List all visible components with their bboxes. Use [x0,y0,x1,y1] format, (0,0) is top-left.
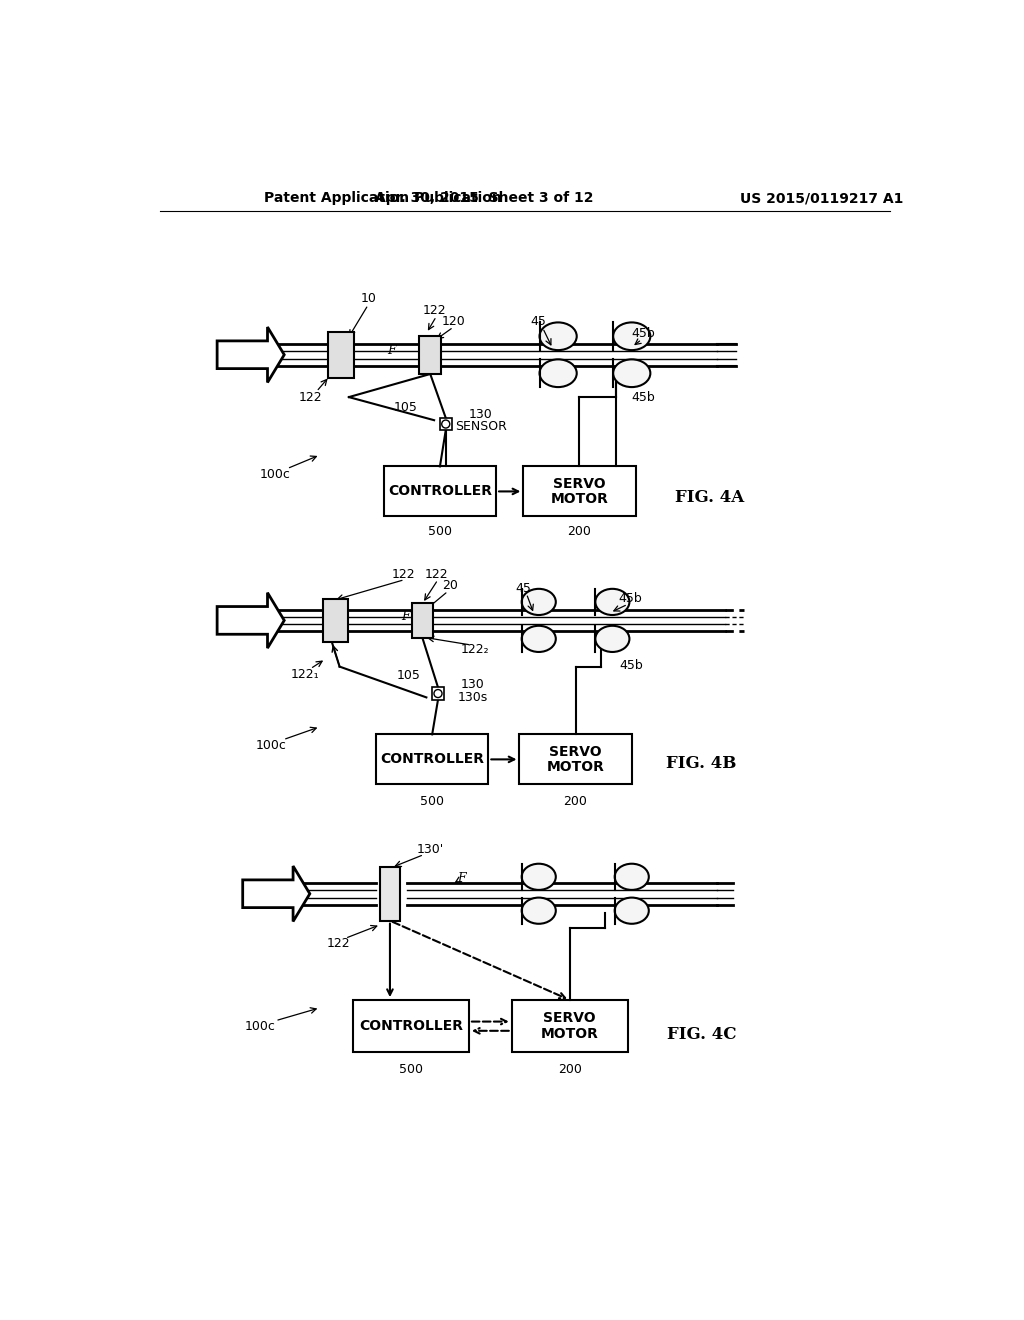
Text: 130: 130 [461,677,484,690]
Ellipse shape [614,898,649,924]
Text: FIG. 4B: FIG. 4B [667,755,736,772]
Text: 500: 500 [399,1063,423,1076]
Text: 45b: 45b [632,391,655,404]
Bar [512,1001,628,1052]
Text: 45: 45 [530,315,547,329]
Circle shape [434,689,442,697]
Text: 10: 10 [360,292,376,305]
Text: FIG. 4C: FIG. 4C [667,1026,736,1043]
Bar [413,603,432,638]
Bar [376,734,488,784]
Text: 130s: 130s [458,690,488,704]
Polygon shape [217,327,285,383]
Text: US 2015/0119217 A1: US 2015/0119217 A1 [740,191,903,206]
Polygon shape [217,593,285,648]
Text: CONTROLLER: CONTROLLER [358,1019,463,1034]
Polygon shape [243,866,310,921]
Ellipse shape [521,898,556,924]
Text: 100c: 100c [256,739,287,751]
Text: 500: 500 [428,525,452,539]
Bar [420,335,441,374]
Ellipse shape [521,626,556,652]
Text: 20: 20 [441,579,458,593]
Text: 45b: 45b [620,659,644,672]
Ellipse shape [540,359,577,387]
Text: MOTOR: MOTOR [547,760,604,774]
Text: 122₁: 122₁ [291,668,319,681]
Text: F: F [401,610,410,623]
Text: SENSOR: SENSOR [455,420,507,433]
Text: 122: 122 [298,391,322,404]
Circle shape [441,420,450,428]
Text: 105: 105 [396,669,421,682]
Bar [352,1001,469,1052]
Ellipse shape [521,863,556,890]
Text: SERVO: SERVO [553,477,606,491]
Text: 122: 122 [422,305,445,317]
Ellipse shape [521,589,556,615]
Ellipse shape [613,359,650,387]
Text: SERVO: SERVO [549,744,602,759]
Text: Apr. 30, 2015  Sheet 3 of 12: Apr. 30, 2015 Sheet 3 of 12 [375,191,594,206]
Bar [324,599,348,642]
Ellipse shape [614,863,649,890]
Ellipse shape [613,322,650,350]
Text: 130: 130 [469,408,493,421]
Text: MOTOR: MOTOR [541,1027,599,1041]
Bar [328,331,354,378]
Text: F: F [457,871,466,884]
Bar [519,734,632,784]
Text: 120: 120 [441,315,465,329]
Text: F: F [387,345,396,358]
Bar [384,466,496,516]
Text: 122₂: 122₂ [461,643,489,656]
Ellipse shape [540,322,577,350]
Text: 100c: 100c [245,1019,275,1032]
Text: 130': 130' [417,842,443,855]
Bar [432,688,444,700]
Text: CONTROLLER: CONTROLLER [380,752,484,767]
Text: 200: 200 [567,525,592,539]
Text: 122: 122 [391,568,415,581]
Text: 45: 45 [515,582,531,594]
Text: Patent Application Publication: Patent Application Publication [263,191,502,206]
Text: 122: 122 [425,568,449,581]
Text: 122: 122 [327,937,350,950]
Text: 105: 105 [393,400,418,413]
Ellipse shape [595,589,630,615]
Bar [523,466,636,516]
Text: CONTROLLER: CONTROLLER [388,484,492,499]
Text: 100c: 100c [260,467,291,480]
Text: SERVO: SERVO [544,1011,596,1026]
Bar [380,867,400,921]
Text: MOTOR: MOTOR [551,492,608,506]
Ellipse shape [595,626,630,652]
Text: 45b: 45b [618,593,642,606]
Bar [439,418,452,430]
Text: 500: 500 [420,795,444,808]
Text: FIG. 4A: FIG. 4A [675,488,743,506]
Text: 200: 200 [558,1063,582,1076]
Text: 200: 200 [563,795,588,808]
Text: 45b: 45b [632,327,655,341]
